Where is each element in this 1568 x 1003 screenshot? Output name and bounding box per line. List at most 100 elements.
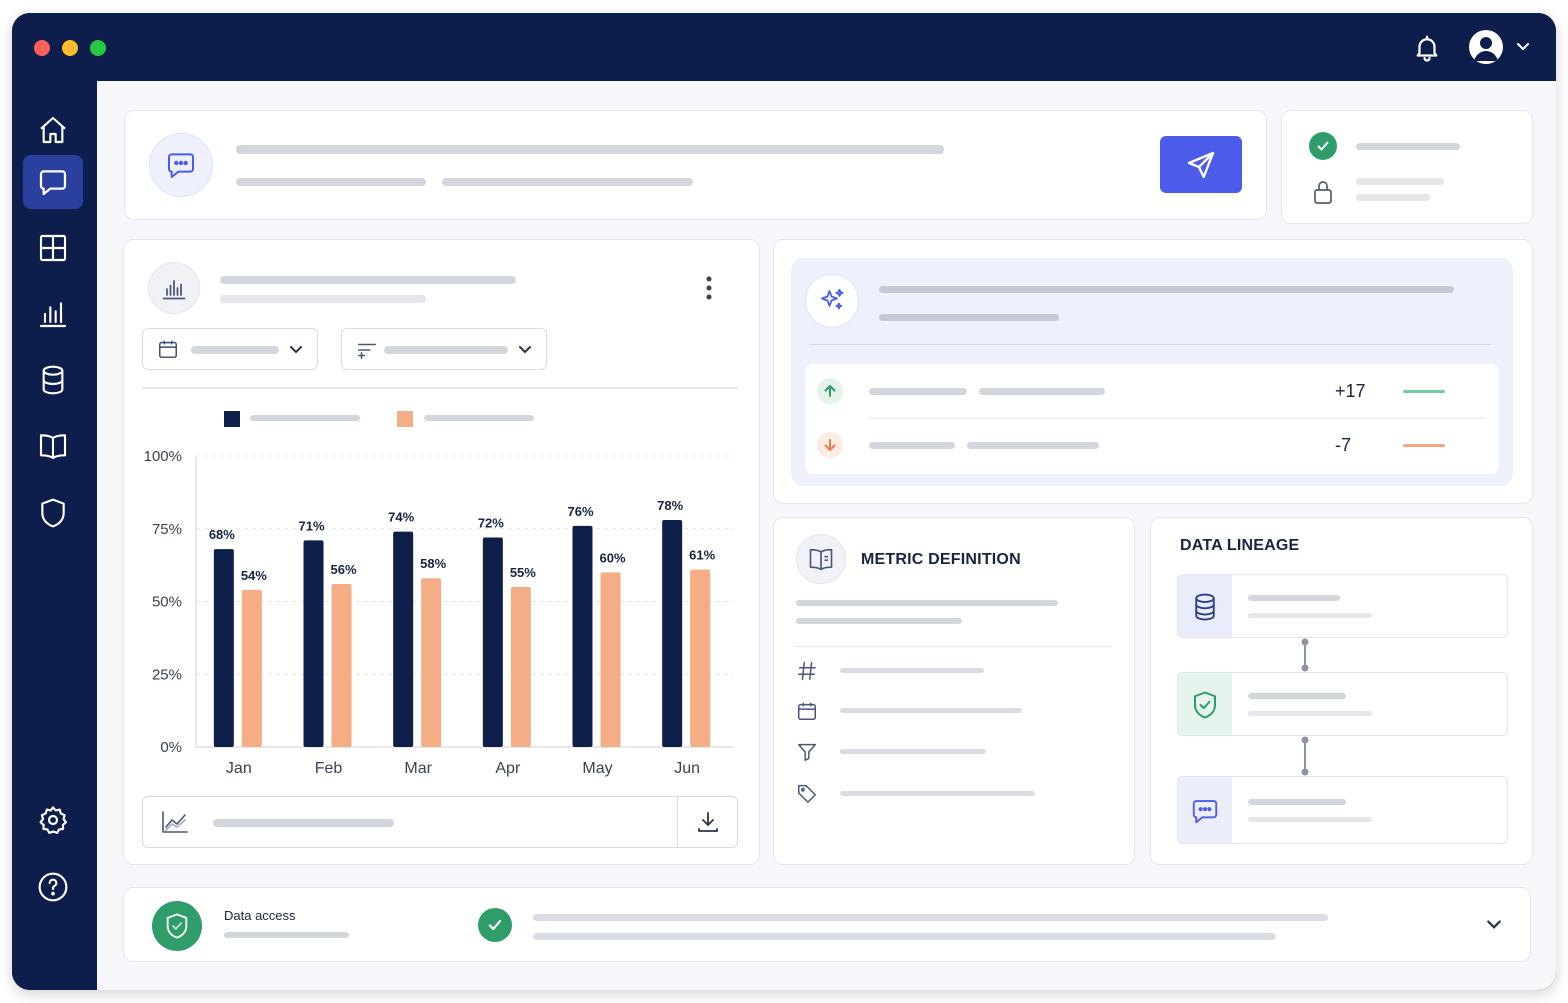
bar-series-1 <box>213 549 234 747</box>
shield-check-icon <box>163 912 191 940</box>
lineage-node-output[interactable] <box>1177 776 1508 844</box>
bar-chart-icon <box>160 274 188 302</box>
y-tick-label: 50% <box>152 594 182 611</box>
sidebar-item-settings[interactable] <box>23 793 83 847</box>
metric-desc-line <box>796 618 962 624</box>
metric-field-line <box>840 708 1022 713</box>
lineage-connector <box>1301 638 1309 672</box>
prompt-text-line <box>236 178 426 186</box>
sort-icon <box>356 339 378 361</box>
user-avatar-icon[interactable] <box>1469 30 1503 64</box>
y-tick-label: 0% <box>160 739 182 756</box>
sidebar-item-data[interactable] <box>23 353 83 407</box>
chevron-down-icon[interactable] <box>1516 41 1530 53</box>
metric-definition-title: METRIC DEFINITION <box>861 551 1021 568</box>
insight-delta-down: -7 <box>1335 435 1352 455</box>
check-circle-icon <box>478 908 512 942</box>
x-tick-label: Jun <box>674 760 700 777</box>
x-tick-label: Feb <box>315 760 343 777</box>
data-access-label: Data access <box>224 908 296 923</box>
lineage-title-line <box>1248 799 1346 805</box>
chat-icon <box>1190 796 1220 826</box>
lineage-sub-line <box>1248 613 1372 618</box>
more-options-icon[interactable] <box>704 274 714 302</box>
bar-series-1 <box>482 537 503 747</box>
lineage-node-icon-bg <box>1178 777 1232 843</box>
main-content: 0% 25% 50% 75% 100% 68% 54% Jan 71% 56% Feb 74% 58% M… <box>97 81 1556 990</box>
bell-icon[interactable] <box>1412 33 1442 63</box>
data-lineage-title: DATA LINEAGE <box>1180 537 1300 554</box>
tag-icon <box>796 782 818 804</box>
sidebar-item-home[interactable] <box>23 103 83 157</box>
insight-rows: +17 -7 <box>805 364 1499 474</box>
sidebar-item-chat[interactable] <box>23 155 83 209</box>
minimize-window-button[interactable] <box>62 40 78 56</box>
app-window: 0% 25% 50% 75% 100% 68% 54% Jan 71% 56% Feb 74% 58% M… <box>12 13 1556 990</box>
insight-title-line <box>879 286 1454 293</box>
x-tick-label: Apr <box>495 760 521 777</box>
title-bar <box>12 13 1556 81</box>
filter-icon <box>796 741 818 763</box>
data-label: 56% <box>330 562 356 577</box>
status-line <box>1356 178 1444 185</box>
prompt-text-line[interactable] <box>236 145 944 154</box>
sidebar-item-help[interactable] <box>23 860 83 914</box>
lineage-connector <box>1301 736 1309 776</box>
divider <box>142 387 738 389</box>
chevron-down-icon[interactable] <box>1486 918 1502 932</box>
arrow-down-icon <box>817 432 843 458</box>
sort-select[interactable] <box>341 328 547 370</box>
date-range-select[interactable] <box>142 328 318 370</box>
bar-series-2 <box>241 589 262 747</box>
book-icon <box>37 430 69 462</box>
sidebar-item-dashboard[interactable] <box>23 221 83 275</box>
data-label: 54% <box>241 568 267 583</box>
lineage-node-validation[interactable] <box>1177 672 1508 736</box>
sparkles-icon <box>817 286 847 316</box>
download-button[interactable] <box>678 797 738 847</box>
metric-definition-card: METRIC DEFINITION <box>773 517 1135 865</box>
chart-subtitle-line <box>220 295 426 303</box>
data-label: 71% <box>298 518 324 533</box>
metric-field-line <box>840 749 986 754</box>
help-icon <box>37 871 69 903</box>
x-tick-label: Jan <box>226 760 252 777</box>
close-window-button[interactable] <box>34 40 50 56</box>
divider <box>796 646 1112 647</box>
prompt-text-line <box>442 178 693 186</box>
chevron-down-icon <box>289 344 303 356</box>
insights-panel: +17 -7 <box>791 258 1513 486</box>
sidebar-item-docs[interactable] <box>23 419 83 473</box>
sidebar-item-security[interactable] <box>23 486 83 540</box>
book-avatar <box>796 534 846 584</box>
grid-icon <box>37 232 69 264</box>
data-label: 76% <box>567 504 593 519</box>
legend-swatch-dark <box>224 411 240 427</box>
access-avatar <box>152 901 202 951</box>
select-value-line <box>191 346 279 354</box>
bar-series-1 <box>303 540 324 747</box>
bar-series-1 <box>572 525 593 747</box>
send-button[interactable] <box>1160 136 1242 193</box>
data-label: 72% <box>478 515 504 530</box>
metric-desc-line <box>796 600 1058 606</box>
bar-series-1 <box>393 531 414 747</box>
y-tick-label: 75% <box>152 521 182 538</box>
insight-delta-up: +17 <box>1335 381 1366 401</box>
lineage-node-source[interactable] <box>1177 574 1508 638</box>
chart-title-line <box>220 276 516 284</box>
download-icon <box>696 810 720 834</box>
lock-icon <box>1311 179 1335 205</box>
data-access-card[interactable]: Data access <box>123 887 1531 962</box>
gear-icon <box>37 804 69 836</box>
x-tick-label: May <box>582 760 612 777</box>
chart-avatar <box>148 262 200 314</box>
send-icon <box>1185 149 1217 181</box>
insights-card: +17 -7 <box>773 239 1533 504</box>
y-tick-label: 25% <box>152 666 182 683</box>
sidebar-item-analytics[interactable] <box>23 287 83 341</box>
database-icon <box>1190 592 1220 622</box>
arrow-up-icon <box>817 378 843 404</box>
status-card <box>1281 110 1533 224</box>
maximize-window-button[interactable] <box>90 40 106 56</box>
